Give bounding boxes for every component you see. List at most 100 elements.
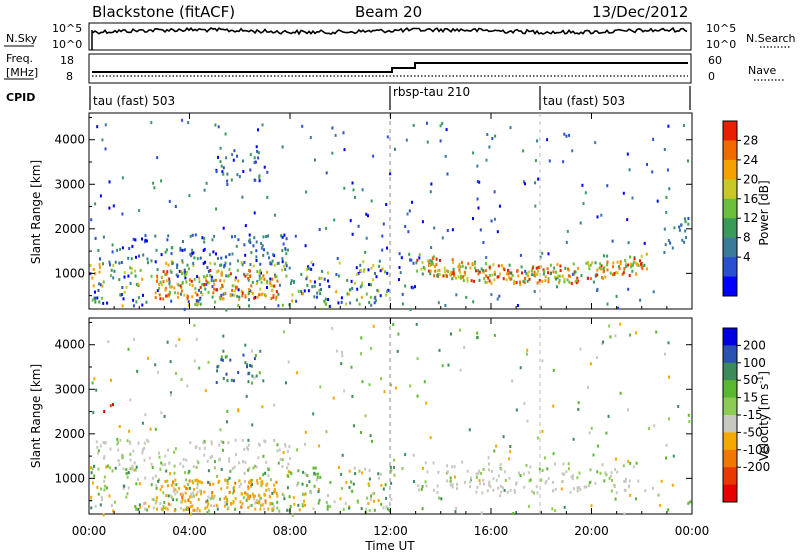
echo-cell [103, 410, 106, 413]
echo-cell [191, 479, 194, 483]
echo-cell [388, 508, 391, 512]
echo-cell [216, 369, 218, 373]
sparse-echo [566, 229, 569, 233]
echo-cell [212, 291, 215, 295]
echo-cell [216, 365, 219, 369]
sparse-echo [546, 138, 549, 142]
echo-cell [213, 504, 215, 508]
echo-cell [186, 506, 188, 510]
echo-cell [474, 262, 476, 266]
sparse-echo [560, 487, 563, 491]
echo-cell [379, 472, 382, 476]
sparse-echo [186, 384, 189, 388]
echo-cell [192, 491, 194, 495]
echo-cell [271, 277, 274, 281]
sparse-echo [242, 159, 244, 163]
sparse-echo [665, 195, 668, 199]
echo-cell [489, 484, 492, 488]
echo-cell [272, 505, 275, 509]
echo-cell [155, 496, 158, 500]
echo-cell [573, 272, 576, 276]
echo-cell [215, 503, 218, 507]
power-colorbar-label: Power [dB] [757, 180, 771, 245]
echo-cell [250, 478, 253, 482]
echo-cell [541, 469, 544, 472]
sparse-echo [336, 257, 339, 260]
echo-cell [176, 490, 179, 494]
sparse-echo [546, 467, 549, 471]
echo-cell [259, 269, 262, 273]
echo-cell [536, 281, 539, 285]
sparse-echo [668, 417, 670, 421]
echo-cell [194, 287, 197, 291]
echo-cell [185, 486, 188, 490]
echo-cell [200, 492, 203, 496]
sparse-echo [476, 336, 479, 340]
echo-cell [365, 507, 368, 511]
sparse-echo [206, 511, 209, 515]
echo-cell [250, 251, 253, 255]
echo-cell [189, 234, 192, 238]
echo-cell [129, 441, 132, 445]
sparse-echo [527, 504, 530, 508]
echo-cell [370, 494, 373, 498]
sparse-echo [666, 168, 669, 172]
echo-cell [202, 441, 205, 445]
echo-cell [258, 271, 261, 275]
echo-cell [258, 494, 261, 498]
y-tick-label: 3000 [54, 177, 85, 191]
echo-cell [313, 284, 316, 288]
sparse-echo [587, 385, 589, 389]
sparse-echo [407, 230, 410, 234]
sparse-echo [352, 424, 355, 428]
y-tick-label: 2000 [54, 427, 85, 441]
echo-cell [556, 263, 559, 267]
echo-cell [129, 467, 132, 471]
sparse-echo [627, 241, 630, 245]
echo-cell [195, 493, 198, 497]
sparse-echo [333, 218, 336, 222]
echo-cell [220, 467, 223, 471]
echo-cell [196, 490, 199, 494]
echo-cell [186, 487, 189, 491]
sparse-echo [312, 263, 315, 267]
sparse-echo [629, 493, 632, 497]
cpid-segment-3: tau (fast) 503 [543, 94, 625, 108]
echo-cell [224, 478, 227, 482]
sparse-echo [372, 154, 375, 158]
echo-cell [435, 263, 438, 267]
echo-cell [478, 469, 481, 473]
sparse-echo [351, 394, 354, 398]
echo-cell [119, 247, 122, 251]
echo-cell [544, 275, 547, 279]
echo-cell [228, 459, 231, 463]
echo-cell [228, 253, 231, 256]
sparse-echo [477, 206, 480, 210]
echo-cell [645, 252, 648, 256]
echo-cell [414, 285, 416, 289]
sparse-echo [273, 439, 276, 442]
sparse-echo [168, 199, 171, 203]
echo-cell [368, 469, 371, 473]
echo-cell [451, 465, 454, 469]
echo-cell [511, 274, 514, 277]
echo-cell [183, 248, 186, 252]
echo-cell [240, 505, 243, 509]
echo-cell [491, 273, 494, 277]
y-tick-label: 3000 [54, 382, 85, 396]
echo-cell [580, 274, 583, 278]
echo-cell [256, 270, 259, 274]
echo-cell [189, 505, 192, 509]
echo-cell [308, 480, 311, 484]
echo-cell [134, 238, 137, 242]
echo-cell [515, 481, 518, 485]
echo-cell [171, 262, 174, 266]
echo-cell [244, 361, 247, 365]
echo-cell [273, 487, 276, 491]
sparse-echo [127, 256, 130, 260]
echo-cell [534, 272, 537, 276]
echo-cell [162, 297, 165, 301]
echo-cell [434, 269, 437, 273]
sparse-echo [147, 356, 150, 360]
echo-cell [191, 252, 193, 256]
